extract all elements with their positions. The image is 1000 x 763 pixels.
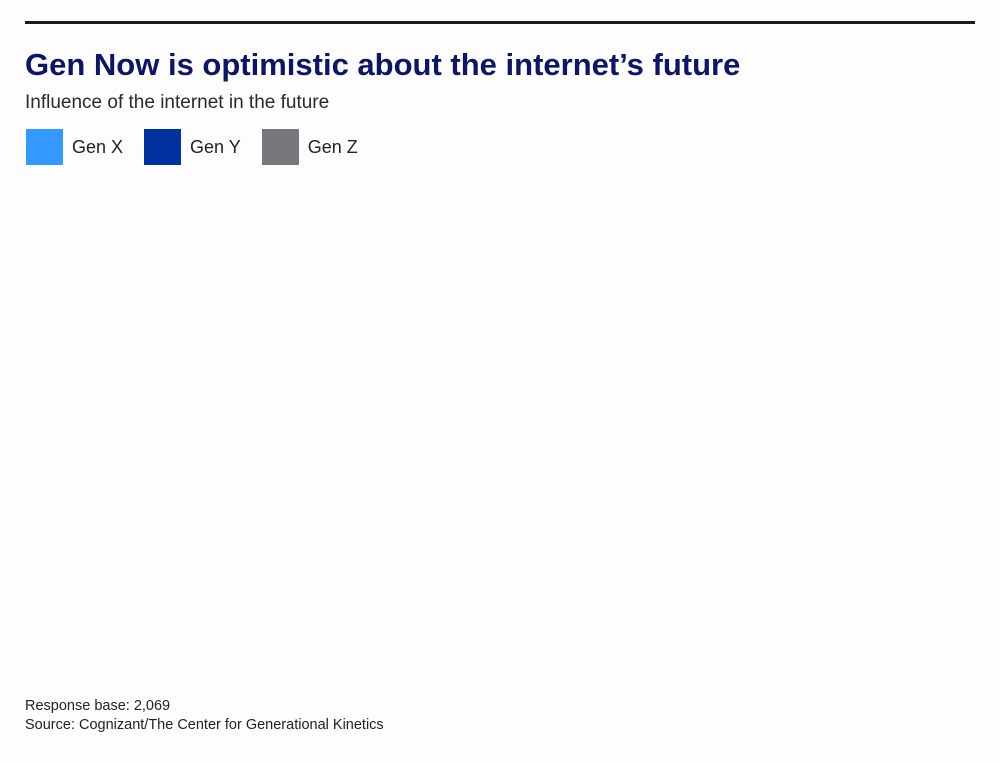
legend-swatch-gen-x xyxy=(26,129,63,165)
legend-label-gen-z: Gen Z xyxy=(307,136,358,157)
chart-footer: Response base: 2,069 Source: Cognizant/T… xyxy=(25,697,384,735)
legend: Gen X Gen Y Gen Z xyxy=(26,129,379,165)
legend-item-gen-y: Gen Y xyxy=(144,129,241,165)
legend-item-gen-x: Gen X xyxy=(26,129,123,165)
top-rule xyxy=(25,21,975,24)
legend-swatch-gen-z xyxy=(261,129,299,165)
legend-item-gen-z: Gen Z xyxy=(261,129,358,165)
legend-label-gen-x: Gen X xyxy=(72,136,124,157)
plot-area xyxy=(25,180,975,680)
legend-label-gen-y: Gen Y xyxy=(190,136,241,157)
chart-title: Gen Now is optimistic about the internet… xyxy=(25,47,741,82)
response-base-note: Response base: 2,069 xyxy=(25,698,171,714)
chart-subtitle: Influence of the internet in the future xyxy=(25,92,330,113)
legend-swatch-gen-y xyxy=(144,129,182,165)
source-note: Source: Cognizant/The Center for Generat… xyxy=(25,717,384,733)
